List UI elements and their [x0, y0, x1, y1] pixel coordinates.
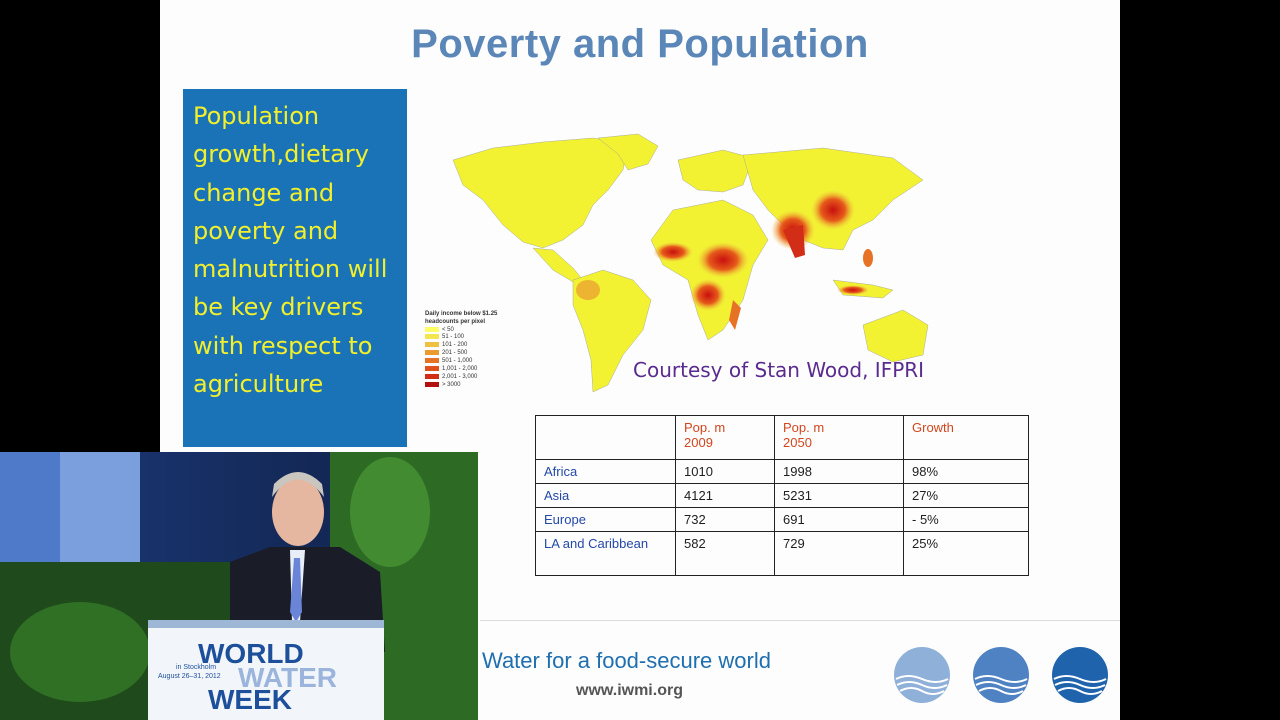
podium-logo-line1: WORLD — [198, 638, 304, 669]
legend-label: 201 - 500 — [442, 350, 468, 357]
pop2009-cell: 582 — [675, 531, 775, 576]
table-row: Europe 732 691 - 5% — [535, 507, 1029, 532]
key-message-text: Population growth,dietary change and pov… — [193, 102, 388, 399]
pop2009-cell: 732 — [675, 507, 775, 532]
legend-label: 51 - 100 — [442, 334, 465, 341]
legend-swatch — [425, 358, 439, 364]
legend-item: 51 - 100 — [425, 334, 497, 342]
table-row: LA and Caribbean 582 729 25% — [535, 531, 1029, 576]
header-year-label: 2009 — [684, 435, 713, 450]
map-credit: Courtesy of Stan Wood, IFPRI — [633, 358, 925, 382]
header-cell-growth: Growth — [903, 415, 1029, 460]
legend-swatch — [425, 326, 439, 332]
footer-divider — [480, 620, 1120, 621]
header-growth-label: Growth — [912, 420, 954, 435]
map-legend: Daily income below $1.25 headcounts per … — [425, 311, 497, 390]
legend-swatch — [425, 365, 439, 371]
legend-swatch — [425, 334, 439, 340]
population-table: Pop. m 2009 Pop. m 2050 Growth Africa 10… — [535, 415, 1029, 576]
header-cell-empty — [535, 415, 676, 460]
pop2050-cell: 729 — [774, 531, 904, 576]
growth-cell: 25% — [903, 531, 1029, 576]
pop2050-cell: 1998 — [774, 459, 904, 484]
legend-label: 2,001 - 3,000 — [442, 373, 478, 380]
legend-label: 1,001 - 2,000 — [442, 366, 478, 373]
pop2050-cell: 5231 — [774, 483, 904, 508]
table-row: Asia 4121 5231 27% — [535, 483, 1029, 508]
legend-item: 201 - 500 — [425, 350, 497, 358]
legend-swatch — [425, 381, 439, 387]
speaker-scene — [0, 452, 478, 720]
legend-swatch — [425, 342, 439, 348]
footer-url: www.iwmi.org — [576, 682, 683, 699]
slide-title: Poverty and Population — [411, 22, 869, 66]
legend-title-line2: headcounts per pixel — [425, 318, 486, 325]
podium-logo-line2: WATER — [238, 662, 338, 693]
legend-item: 101 - 200 — [425, 342, 497, 350]
pop2050-cell: 691 — [774, 507, 904, 532]
pop2009-cell: 1010 — [675, 459, 775, 484]
header-cell-pop2009: Pop. m 2009 — [675, 415, 775, 460]
pop2009-cell: 4121 — [675, 483, 775, 508]
poverty-world-map — [452, 133, 929, 393]
legend-item: 2,001 - 3,000 — [425, 373, 497, 382]
speaker-video-inset: WORLD WATER WEEK in Stockholm August 26–… — [0, 452, 478, 720]
podium-logo-small1: in Stockholm — [176, 664, 217, 671]
region-cell: Africa — [535, 459, 676, 484]
header-pop-label: Pop. m — [783, 420, 825, 435]
legend-swatch — [425, 350, 439, 356]
iwmi-logo-drop-icon — [973, 647, 1029, 703]
header-cell-pop2050: Pop. m 2050 — [774, 415, 904, 460]
growth-cell: 27% — [903, 483, 1029, 508]
legend-title-line1: Daily income below $1.25 — [425, 311, 498, 317]
legend-swatch — [425, 373, 439, 379]
legend-item: > 3000 — [425, 381, 497, 390]
legend-label: 101 - 200 — [442, 342, 468, 349]
iwmi-logo-drop-icon — [894, 647, 950, 703]
header-year-label: 2050 — [783, 435, 812, 450]
iwmi-logo-drop-icon — [1052, 647, 1108, 703]
legend-label: 501 - 1,000 — [442, 358, 473, 365]
table-row: Africa 1010 1998 98% — [535, 459, 1029, 484]
growth-cell: 98% — [903, 459, 1029, 484]
table-header-row: Pop. m 2009 Pop. m 2050 Growth — [535, 415, 1029, 460]
legend-label: > 3000 — [442, 381, 461, 388]
legend-item: 501 - 1,000 — [425, 358, 497, 366]
podium-logo-line3: WEEK — [208, 684, 292, 715]
legend-label: < 50 — [442, 326, 454, 333]
podium-logo-small2: August 26–31, 2012 — [158, 673, 221, 680]
legend-item: < 50 — [425, 326, 497, 335]
region-cell: Europe — [535, 507, 676, 532]
footer-tagline: Water for a food-secure world — [482, 648, 771, 673]
region-cell: LA and Caribbean — [535, 531, 676, 576]
growth-cell: - 5% — [903, 507, 1029, 532]
region-cell: Asia — [535, 483, 676, 508]
header-pop-label: Pop. m — [684, 420, 726, 435]
key-message-box: Population growth,dietary change and pov… — [183, 89, 407, 447]
legend-item: 1,001 - 2,000 — [425, 365, 497, 374]
